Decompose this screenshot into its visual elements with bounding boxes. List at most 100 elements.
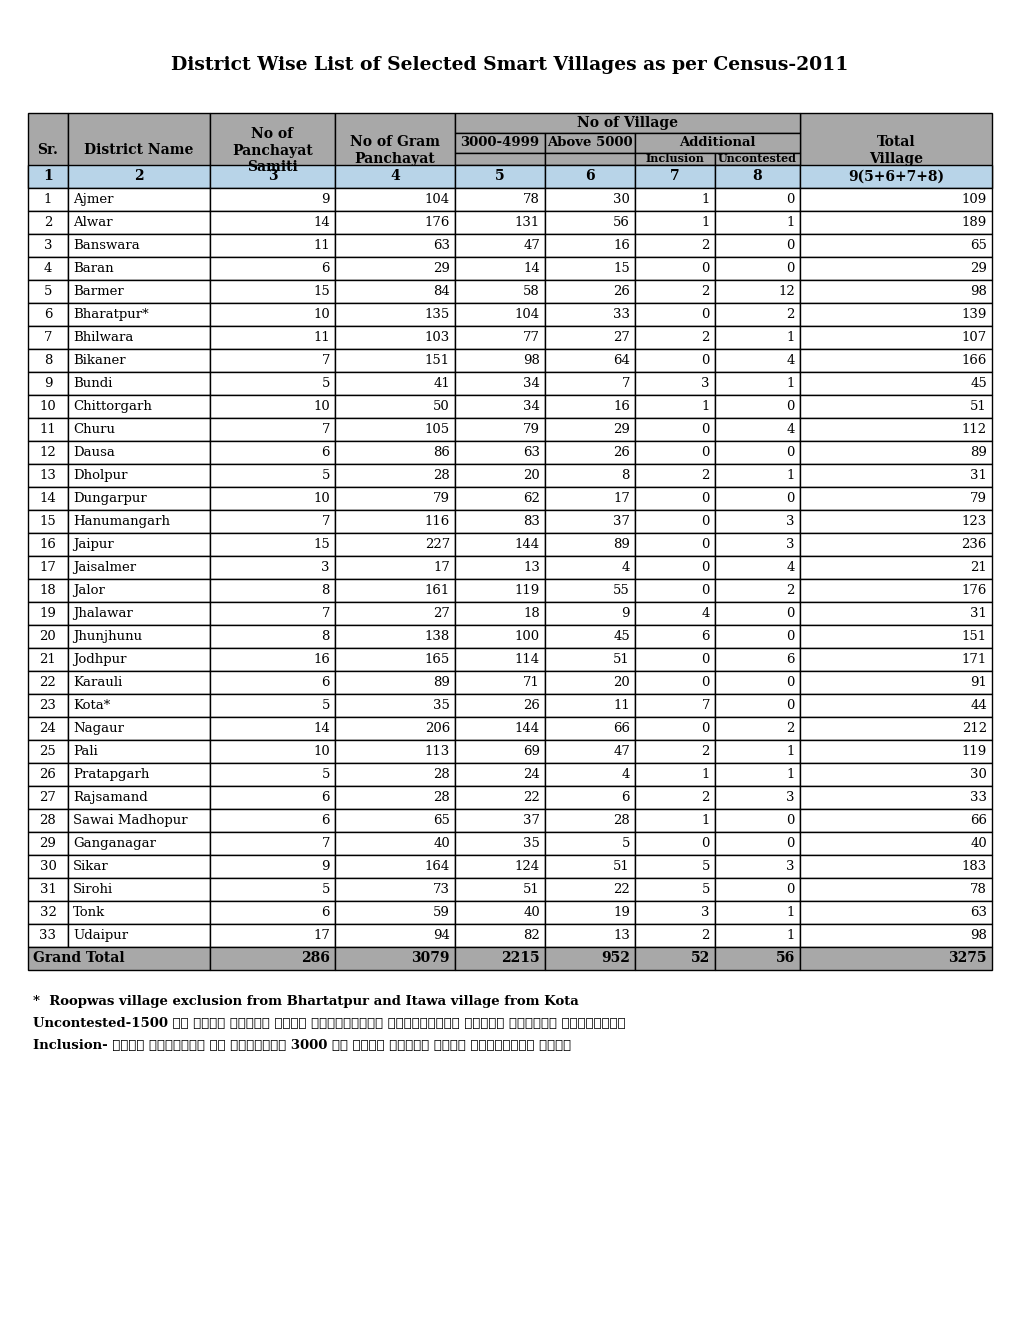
Text: Sikar: Sikar bbox=[73, 861, 109, 873]
Bar bbox=[544, 133, 635, 153]
Text: 176: 176 bbox=[424, 216, 449, 228]
Bar bbox=[714, 533, 799, 556]
Bar bbox=[334, 348, 454, 372]
Bar bbox=[28, 348, 68, 372]
Text: Jalor: Jalor bbox=[73, 583, 105, 597]
Bar bbox=[714, 763, 799, 785]
Bar bbox=[714, 211, 799, 234]
Text: 10: 10 bbox=[313, 492, 330, 506]
Text: 78: 78 bbox=[969, 883, 986, 896]
Bar bbox=[28, 465, 68, 487]
Text: 11: 11 bbox=[313, 331, 330, 345]
Text: 55: 55 bbox=[612, 583, 630, 597]
Text: 2: 2 bbox=[44, 216, 52, 228]
Text: 51: 51 bbox=[523, 883, 539, 896]
Bar bbox=[334, 165, 454, 187]
Bar bbox=[714, 924, 799, 946]
Bar bbox=[799, 809, 991, 832]
Text: 29: 29 bbox=[612, 422, 630, 436]
Bar bbox=[454, 114, 799, 133]
Text: 56: 56 bbox=[775, 952, 794, 965]
Text: 189: 189 bbox=[961, 216, 986, 228]
Bar bbox=[68, 165, 210, 187]
Text: 1: 1 bbox=[786, 469, 794, 482]
Bar bbox=[210, 487, 334, 510]
Bar bbox=[635, 257, 714, 280]
Bar bbox=[799, 395, 991, 418]
Text: 62: 62 bbox=[523, 492, 539, 506]
Bar bbox=[28, 304, 68, 326]
Bar bbox=[714, 165, 799, 187]
Text: 9: 9 bbox=[621, 607, 630, 620]
Bar bbox=[334, 510, 454, 533]
Bar bbox=[454, 671, 544, 694]
Bar bbox=[714, 832, 799, 855]
Text: 144: 144 bbox=[515, 539, 539, 550]
Bar bbox=[635, 348, 714, 372]
Bar bbox=[544, 717, 635, 741]
Text: 4: 4 bbox=[786, 354, 794, 367]
Bar bbox=[334, 717, 454, 741]
Bar bbox=[68, 694, 210, 717]
Bar bbox=[28, 487, 68, 510]
Bar bbox=[714, 465, 799, 487]
Bar bbox=[68, 878, 210, 902]
Text: 2: 2 bbox=[701, 285, 709, 298]
Text: 6: 6 bbox=[321, 261, 330, 275]
Text: 7: 7 bbox=[621, 378, 630, 389]
Text: 20: 20 bbox=[523, 469, 539, 482]
Text: 2: 2 bbox=[701, 331, 709, 345]
Bar bbox=[544, 304, 635, 326]
Text: 2: 2 bbox=[701, 929, 709, 942]
Bar bbox=[68, 326, 210, 348]
Text: 79: 79 bbox=[433, 492, 449, 506]
Bar bbox=[68, 832, 210, 855]
Text: 13: 13 bbox=[40, 469, 56, 482]
Text: 31: 31 bbox=[40, 883, 56, 896]
Bar bbox=[210, 372, 334, 395]
Text: 5: 5 bbox=[321, 700, 330, 711]
Bar bbox=[334, 234, 454, 257]
Bar bbox=[635, 694, 714, 717]
Text: Churu: Churu bbox=[73, 422, 115, 436]
Bar bbox=[28, 280, 68, 304]
Bar bbox=[714, 785, 799, 809]
Text: 171: 171 bbox=[961, 653, 986, 667]
Bar bbox=[68, 717, 210, 741]
Text: Inclusion: Inclusion bbox=[645, 153, 704, 165]
Bar bbox=[635, 280, 714, 304]
Bar bbox=[28, 257, 68, 280]
Text: 123: 123 bbox=[961, 515, 986, 528]
Bar bbox=[454, 924, 544, 946]
Bar bbox=[454, 153, 544, 165]
Text: 40: 40 bbox=[523, 906, 539, 919]
Text: 2: 2 bbox=[786, 583, 794, 597]
Text: 5: 5 bbox=[44, 285, 52, 298]
Bar bbox=[635, 304, 714, 326]
Text: Chittorgarh: Chittorgarh bbox=[73, 400, 152, 413]
Bar bbox=[714, 280, 799, 304]
Bar bbox=[28, 533, 68, 556]
Text: 119: 119 bbox=[961, 744, 986, 758]
Text: 59: 59 bbox=[433, 906, 449, 919]
Text: 100: 100 bbox=[515, 630, 539, 643]
Text: 21: 21 bbox=[40, 653, 56, 667]
Text: 107: 107 bbox=[961, 331, 986, 345]
Bar bbox=[68, 624, 210, 648]
Bar bbox=[714, 395, 799, 418]
Bar bbox=[454, 855, 544, 878]
Text: 0: 0 bbox=[701, 308, 709, 321]
Bar bbox=[334, 465, 454, 487]
Bar bbox=[334, 602, 454, 624]
Text: 9: 9 bbox=[321, 861, 330, 873]
Text: 20: 20 bbox=[40, 630, 56, 643]
Text: 2: 2 bbox=[701, 239, 709, 252]
Text: 47: 47 bbox=[523, 239, 539, 252]
Bar bbox=[28, 211, 68, 234]
Bar bbox=[334, 878, 454, 902]
Text: 6: 6 bbox=[786, 653, 794, 667]
Text: Bhilwara: Bhilwara bbox=[73, 331, 133, 345]
Text: 21: 21 bbox=[969, 561, 986, 574]
Text: 1: 1 bbox=[701, 768, 709, 781]
Bar bbox=[68, 465, 210, 487]
